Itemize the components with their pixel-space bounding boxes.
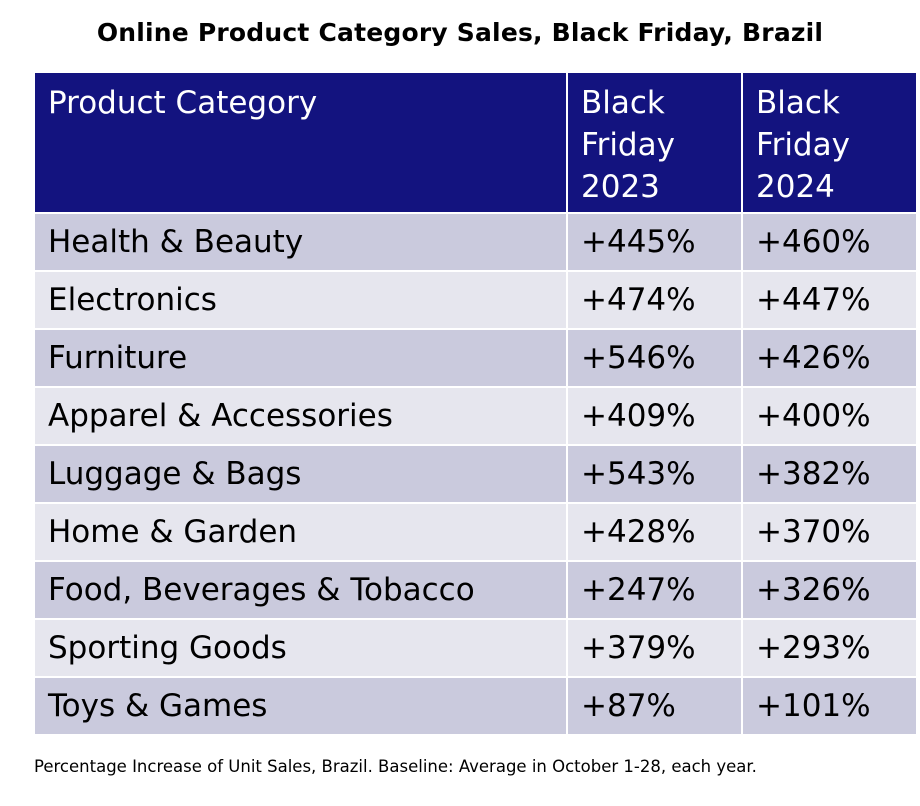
- table-title: Online Product Category Sales, Black Fri…: [96, 18, 824, 47]
- header-row: Product Category Black Friday 2023 Black Frid…: [33, 71, 918, 214]
- value-2023-cell: +379%: [566, 618, 743, 678]
- category-cell: Apparel & Accessories: [33, 386, 568, 446]
- column-header-line: Black: [756, 85, 840, 121]
- value-2024-cell: +426%: [741, 328, 918, 388]
- column-header-line: Black: [581, 85, 665, 121]
- value-2023-cell: +247%: [566, 560, 743, 620]
- value-2023-cell: +428%: [566, 502, 743, 562]
- sales-table: Product Category Black Friday 2023 Black Frid…: [33, 71, 918, 736]
- value-2023-cell: +445%: [566, 212, 743, 272]
- table-row: Food, Beverages & Tobacco +247% +326%: [33, 560, 918, 620]
- category-cell: Food, Beverages & Tobacco: [33, 560, 568, 620]
- category-cell: Sporting Goods: [33, 618, 568, 678]
- value-2024-cell: +326%: [741, 560, 918, 620]
- table-row: Apparel & Accessories +409% +400%: [33, 386, 918, 446]
- category-cell: Health & Beauty: [33, 212, 568, 272]
- column-header-1: Black Friday 2023: [566, 71, 743, 214]
- value-2024-cell: +382%: [741, 444, 918, 504]
- table-row: Furniture +546% +426%: [33, 328, 918, 388]
- category-cell: Home & Garden: [33, 502, 568, 562]
- value-2023-cell: +543%: [566, 444, 743, 504]
- table-row: Sporting Goods +379% +293%: [33, 618, 918, 678]
- table-row: Luggage & Bags +543% +382%: [33, 444, 918, 504]
- value-2024-cell: +293%: [741, 618, 918, 678]
- value-2024-cell: +101%: [741, 676, 918, 736]
- column-header-0: Product Category: [33, 71, 568, 214]
- category-cell: Toys & Games: [33, 676, 568, 736]
- table-row: Home & Garden +428% +370%: [33, 502, 918, 562]
- table-row: Health & Beauty +445% +460%: [33, 212, 918, 272]
- value-2023-cell: +87%: [566, 676, 743, 736]
- column-header-line: 2024: [756, 169, 835, 205]
- category-cell: Luggage & Bags: [33, 444, 568, 504]
- value-2024-cell: +370%: [741, 502, 918, 562]
- value-2024-cell: +460%: [741, 212, 918, 272]
- value-2024-cell: +447%: [741, 270, 918, 330]
- category-cell: Furniture: [33, 328, 568, 388]
- footnote: Percentage Increase of Unit Sales, Brazi…: [34, 757, 757, 776]
- table-row: Toys & Games +87% +101%: [33, 676, 918, 736]
- table-header: Product Category Black Friday 2023 Black Frid…: [33, 71, 918, 214]
- column-header-line: Friday: [581, 127, 675, 163]
- column-header-line: Friday: [756, 127, 850, 163]
- column-header-line: 2023: [581, 169, 660, 205]
- table-row: Electronics +474% +447%: [33, 270, 918, 330]
- category-cell: Electronics: [33, 270, 568, 330]
- value-2023-cell: +546%: [566, 328, 743, 388]
- value-2024-cell: +400%: [741, 386, 918, 446]
- column-header-line: Product Category: [48, 85, 318, 121]
- table-body: Health & Beauty +445% +460% Electronics +474…: [33, 212, 918, 736]
- value-2023-cell: +409%: [566, 386, 743, 446]
- value-2023-cell: +474%: [566, 270, 743, 330]
- column-header-2: Black Friday 2024: [741, 71, 918, 214]
